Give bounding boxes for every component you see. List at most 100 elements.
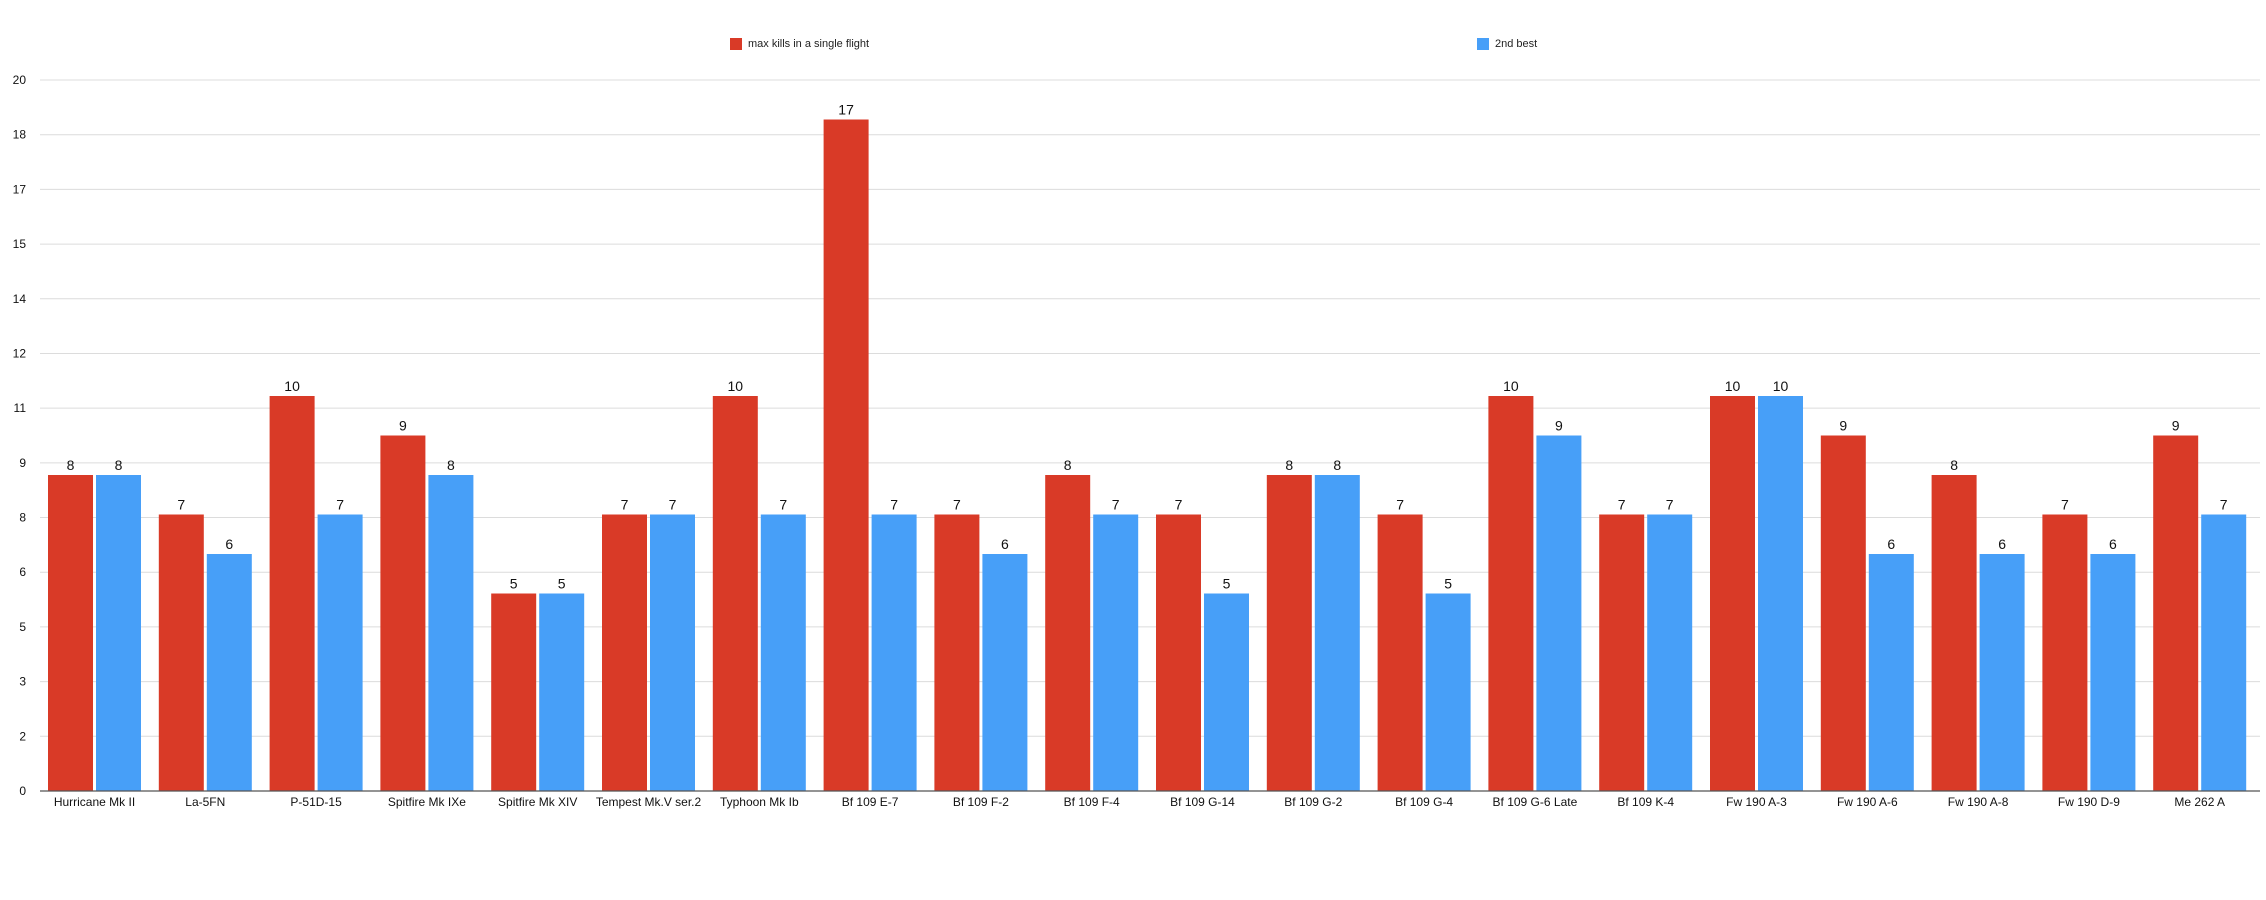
x-tick-label: La-5FN bbox=[185, 795, 225, 809]
x-tick-label: Bf 109 F-4 bbox=[1064, 795, 1120, 809]
legend-label-max-kills: max kills in a single flight bbox=[748, 38, 870, 50]
bar-2nd-best bbox=[428, 475, 474, 791]
bar-max-kills bbox=[48, 475, 93, 791]
x-tick-label: P-51D-15 bbox=[290, 795, 342, 809]
x-tick-label: Spitfire Mk XIV bbox=[498, 795, 577, 809]
data-label: 9 bbox=[1839, 418, 1847, 434]
y-tick-label: 6 bbox=[19, 565, 26, 579]
data-label: 10 bbox=[1773, 378, 1789, 394]
bar-2nd-best bbox=[1204, 593, 1249, 791]
data-label: 6 bbox=[1998, 536, 2006, 552]
grid-lines bbox=[40, 79, 2260, 737]
data-label: 8 bbox=[1064, 457, 1072, 473]
bar-2nd-best bbox=[1758, 396, 1803, 791]
x-tick-label: Bf 109 F-2 bbox=[953, 795, 1009, 809]
data-label: 5 bbox=[558, 576, 566, 592]
data-label: 9 bbox=[1555, 418, 1563, 434]
data-label: 5 bbox=[510, 576, 518, 592]
data-label: 8 bbox=[447, 457, 455, 473]
data-label: 9 bbox=[399, 418, 407, 434]
data-labels: 8 8 7 6 10 7 9 8 5 5 7 7 10 7 17 7 7 6 8 7 7 5 8 8 7 5 10 9 7 7 10 10 9 6… bbox=[67, 102, 2228, 592]
data-label: 7 bbox=[1618, 497, 1626, 513]
bar-2nd-best bbox=[1536, 435, 1582, 791]
data-label: 10 bbox=[728, 378, 744, 394]
bar-2nd-best bbox=[1647, 514, 1693, 791]
bar-2nd-best bbox=[650, 514, 695, 791]
bar-max-kills bbox=[1931, 475, 1977, 791]
bar-max-kills bbox=[1599, 514, 1645, 791]
bar-2nd-best bbox=[760, 514, 806, 791]
data-label: 6 bbox=[2109, 536, 2117, 552]
data-label: 7 bbox=[2061, 497, 2069, 513]
data-label: 7 bbox=[177, 497, 185, 513]
bar-2nd-best bbox=[1868, 554, 1914, 791]
x-tick-label: Bf 109 E-7 bbox=[842, 795, 899, 809]
data-label: 7 bbox=[779, 497, 787, 513]
y-tick-label: 11 bbox=[14, 401, 27, 415]
bars bbox=[48, 119, 2247, 791]
bar-max-kills bbox=[1156, 514, 1201, 791]
y-tick-label: 9 bbox=[19, 456, 26, 470]
bar-max-kills bbox=[823, 119, 869, 791]
y-tick-label: 0 bbox=[19, 784, 26, 798]
bar-max-kills bbox=[1045, 475, 1091, 791]
data-label: 7 bbox=[621, 497, 629, 513]
legend-label-2nd-best: 2nd best bbox=[1495, 38, 1538, 50]
data-label: 17 bbox=[838, 102, 854, 118]
bar-max-kills bbox=[2153, 435, 2199, 791]
bar-2nd-best bbox=[539, 593, 585, 791]
bar-max-kills bbox=[1266, 475, 1312, 791]
y-tick-label: 12 bbox=[13, 346, 27, 360]
data-label: 6 bbox=[1001, 536, 1009, 552]
data-label: 7 bbox=[1396, 497, 1404, 513]
bar-2nd-best bbox=[1979, 554, 2025, 791]
data-label: 7 bbox=[890, 497, 898, 513]
x-tick-label: Fw 190 D-9 bbox=[2058, 795, 2120, 809]
bar-max-kills bbox=[269, 396, 315, 791]
data-label: 6 bbox=[1887, 536, 1895, 552]
bar-max-kills bbox=[1710, 396, 1755, 791]
data-label: 10 bbox=[1503, 378, 1519, 394]
x-tick-label: Tempest Mk.V ser.2 bbox=[596, 795, 702, 809]
bar-2nd-best bbox=[2201, 514, 2247, 791]
bar-2nd-best bbox=[2090, 554, 2136, 791]
y-tick-label: 8 bbox=[19, 511, 26, 525]
x-tick-label: Fw 190 A-8 bbox=[1948, 795, 2009, 809]
data-label: 5 bbox=[1444, 576, 1452, 592]
x-tick-label: Spitfire Mk IXe bbox=[388, 795, 466, 809]
data-label: 8 bbox=[1333, 457, 1341, 473]
data-label: 6 bbox=[225, 536, 233, 552]
data-label: 9 bbox=[2172, 418, 2180, 434]
bar-2nd-best bbox=[96, 475, 141, 791]
data-label: 7 bbox=[1175, 497, 1183, 513]
bar-max-kills bbox=[934, 514, 980, 791]
y-axis-ticks: 0 2 3 5 6 8 9 11 12 14 15 17 18 20 bbox=[13, 73, 27, 798]
bar-max-kills bbox=[1488, 396, 1534, 791]
x-tick-label: Me 262 A bbox=[2174, 795, 2225, 809]
x-axis-ticks: Hurricane Mk II La-5FN P-51D-15 Spitfire Mk… bbox=[54, 795, 2225, 809]
data-label: 7 bbox=[1112, 497, 1120, 513]
bar-2nd-best bbox=[982, 554, 1028, 791]
y-tick-label: 3 bbox=[19, 675, 26, 689]
bar-2nd-best bbox=[206, 554, 252, 791]
legend-item-2nd-best: 2nd best bbox=[1477, 38, 1537, 50]
data-label: 8 bbox=[1950, 457, 1958, 473]
x-tick-label: Fw 190 A-6 bbox=[1837, 795, 1898, 809]
data-label: 7 bbox=[2220, 497, 2228, 513]
data-label: 10 bbox=[284, 378, 300, 394]
bar-2nd-best bbox=[871, 514, 917, 791]
data-label: 7 bbox=[1666, 497, 1674, 513]
data-label: 8 bbox=[1285, 457, 1293, 473]
data-label: 7 bbox=[336, 497, 344, 513]
bar-max-kills bbox=[1377, 514, 1423, 791]
data-label: 7 bbox=[669, 497, 677, 513]
y-tick-label: 17 bbox=[13, 182, 27, 196]
bar-2nd-best bbox=[1314, 475, 1360, 791]
data-label: 8 bbox=[115, 457, 123, 473]
legend-item-max-kills: max kills in a single flight bbox=[730, 38, 869, 50]
bar-max-kills bbox=[1820, 435, 1866, 791]
data-label: 8 bbox=[67, 457, 75, 473]
bar-2nd-best bbox=[317, 514, 363, 791]
y-tick-label: 2 bbox=[19, 729, 26, 743]
